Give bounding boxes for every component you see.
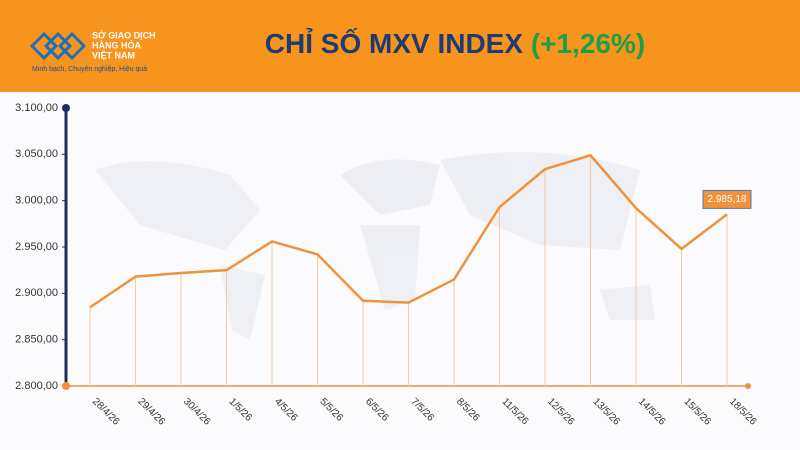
y-tick-label: 2.900,00 bbox=[15, 287, 58, 299]
y-tick-label: 3.000,00 bbox=[15, 195, 58, 207]
data-label-box bbox=[702, 189, 752, 209]
axis-dot bbox=[62, 382, 70, 390]
y-tick-label: 2.800,00 bbox=[15, 380, 58, 392]
y-tick-label: 2.850,00 bbox=[15, 334, 58, 346]
axis-dot bbox=[62, 104, 70, 112]
y-tick-label: 3.050,00 bbox=[15, 148, 58, 160]
logo-text: SỞ GIAO DỊCH bbox=[92, 29, 156, 40]
y-tick-label: 3.100,00 bbox=[15, 102, 58, 114]
logo-text: HÀNG HÓA bbox=[92, 39, 141, 50]
logo-tagline: Minh bạch, Chuyên nghiệp, Hiệu quả bbox=[32, 66, 147, 73]
y-tick-label: 2.950,00 bbox=[15, 241, 58, 253]
title: CHỈ SỐ MXV INDEX (+1,26%) bbox=[265, 27, 645, 59]
axis-dot bbox=[745, 383, 751, 389]
logo-text: VIỆT NAM bbox=[92, 49, 135, 60]
data-label: 2.985,18 bbox=[708, 194, 747, 205]
line bbox=[89, 153, 728, 309]
logo-icon bbox=[29, 31, 87, 61]
header-bar bbox=[0, 0, 800, 92]
